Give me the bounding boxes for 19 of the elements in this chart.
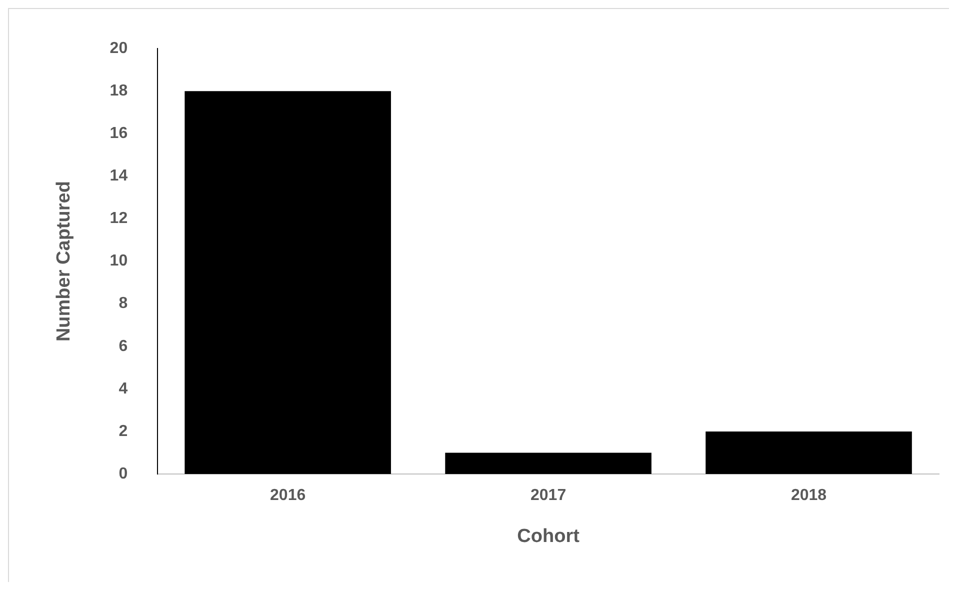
x-tick-label: 2017	[530, 487, 566, 504]
x-axis-title: Cohort	[517, 526, 580, 547]
y-tick-label: 10	[110, 252, 128, 270]
y-tick-label: 2	[118, 422, 128, 440]
y-tick-label: 6	[118, 338, 128, 355]
y-tick-label: 4	[118, 380, 128, 398]
y-tick-label: 8	[118, 295, 128, 312]
bar	[445, 452, 652, 474]
bar	[184, 91, 391, 474]
y-tick-label: 14	[110, 168, 128, 185]
y-tick-label: 20	[110, 40, 128, 58]
y-tick-label: 16	[110, 125, 128, 142]
x-tick-label: 2018	[790, 487, 827, 504]
y-tick-label: 0	[118, 465, 128, 482]
y-tick-label: 18	[110, 82, 128, 100]
y-tick-label: 12	[110, 210, 128, 228]
y-axis-title: Number Captured	[54, 181, 75, 342]
bar	[706, 431, 912, 474]
x-tick-label: 2016	[270, 487, 306, 504]
